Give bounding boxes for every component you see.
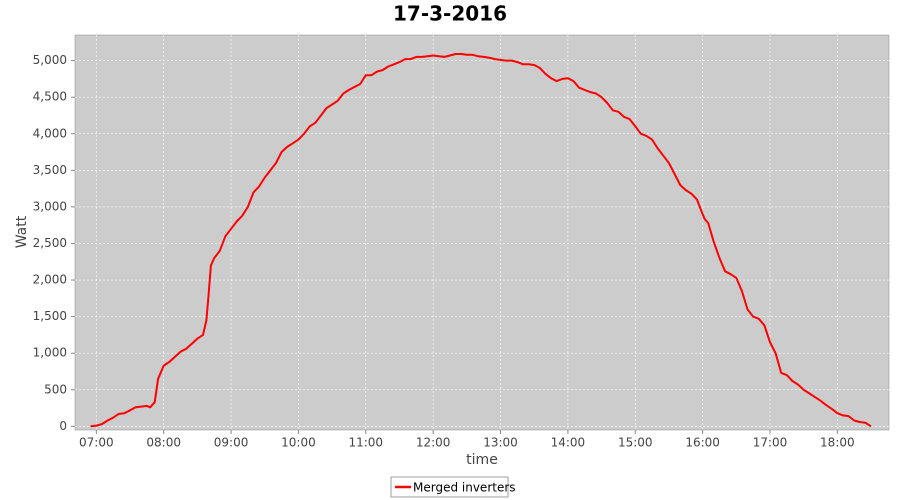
- x-tick-label: 14:00: [551, 436, 586, 450]
- plot-area: [74, 34, 890, 431]
- y-tick-label: 2,000: [33, 273, 67, 287]
- x-tick-label: 12:00: [416, 436, 451, 450]
- x-tick-label: 17:00: [753, 436, 788, 450]
- marks: [90, 53, 872, 428]
- y-tick-label: 4,000: [33, 126, 67, 140]
- y-tick-label: 5,000: [33, 53, 67, 67]
- x-tick-label: 16:00: [685, 436, 720, 450]
- y-tick-label: 4,500: [33, 90, 67, 104]
- y-tick-label: 500: [44, 382, 67, 396]
- chart-title: 17-3-2016: [393, 2, 507, 26]
- y-tick-label: 3,500: [33, 163, 67, 177]
- grid: 0 500 1,000 1,500 2,000 2,500 3,000 3,500 4,000 4…: [33, 35, 889, 450]
- legend-box: [390, 476, 509, 498]
- x-tick-label: 15:00: [618, 436, 653, 450]
- y-tick-label: 1,000: [33, 346, 67, 360]
- y-axis-label: Watt: [14, 215, 30, 248]
- y-tick-label: 3,000: [33, 199, 67, 213]
- x-tick-label: 13:00: [483, 436, 518, 450]
- x-axis-label: time: [466, 452, 498, 468]
- x-tick-label: 10:00: [281, 436, 316, 450]
- x-tick-label: 11:00: [348, 436, 383, 450]
- y-tick-label: 2,500: [33, 236, 67, 250]
- legend-label: Merged inverters: [413, 481, 516, 495]
- x-tick-label: 09:00: [214, 436, 249, 450]
- data-line: [90, 53, 872, 428]
- x-tick-label: 18:00: [820, 436, 855, 450]
- x-tick-label: 08:00: [146, 436, 181, 450]
- y-tick-label: 0: [59, 419, 67, 433]
- x-tick-label: 07:00: [79, 436, 114, 450]
- y-tick-label: 1,500: [33, 309, 67, 323]
